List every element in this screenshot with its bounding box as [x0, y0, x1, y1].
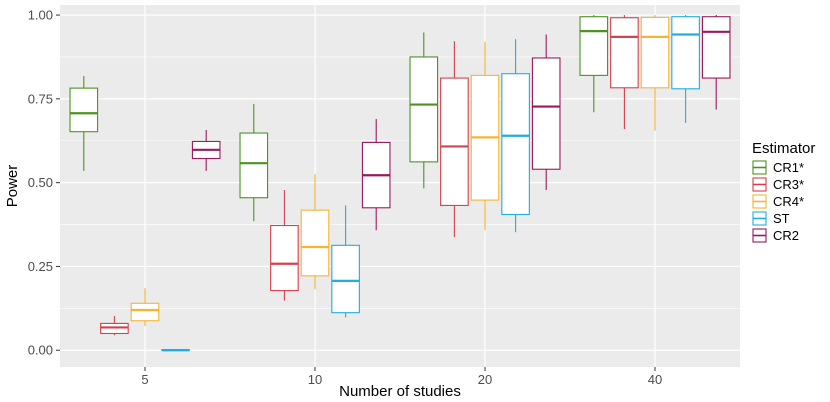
- box-cr1-n5: [69, 76, 99, 171]
- box-cr4-n40: [640, 15, 670, 131]
- legend-label: CR1*: [773, 160, 804, 175]
- legend-label: CR3*: [773, 177, 804, 192]
- box-cr4-n5: [130, 288, 160, 327]
- box-iqr: [579, 16, 609, 76]
- box-iqr: [640, 16, 670, 89]
- box-cr3-n10: [270, 190, 299, 301]
- box-iqr: [501, 73, 530, 216]
- box-st-n5: [161, 349, 190, 352]
- box-iqr: [300, 209, 330, 277]
- box-cr4-n20: [470, 41, 500, 231]
- box-cr1-n40: [579, 15, 609, 113]
- box-iqr: [270, 225, 299, 292]
- box-cr3-n40: [610, 15, 639, 130]
- legend-label: CR2: [773, 228, 799, 243]
- y-tick-label: 0.00: [28, 343, 53, 358]
- box-iqr: [440, 77, 469, 206]
- y-tick-label: 0.50: [28, 175, 53, 190]
- box-st-n10: [331, 205, 360, 318]
- box-iqr: [671, 16, 700, 90]
- legend-item-cr4: CR4*: [752, 194, 804, 209]
- legend-label: CR4*: [773, 194, 804, 209]
- y-axis-ticks: 0.00 0.25 0.50 0.75 1.00: [28, 8, 60, 358]
- box-cr4-n10: [300, 174, 330, 290]
- box-cr1-n10: [239, 103, 269, 222]
- x-tick-label: 40: [648, 372, 662, 387]
- legend-item-st: ST: [752, 211, 790, 226]
- x-tick-label: 10: [308, 372, 322, 387]
- box-st-n40: [671, 15, 700, 123]
- box-cr3-n5: [100, 316, 129, 336]
- legend-item-cr2: CR2: [752, 228, 799, 243]
- legend-label: ST: [773, 211, 790, 226]
- y-tick-label: 0.25: [28, 259, 53, 274]
- y-tick-label: 0.75: [28, 91, 53, 106]
- box-iqr: [531, 57, 561, 170]
- y-axis-title: Power: [4, 165, 21, 208]
- y-tick-label: 1.00: [28, 8, 53, 23]
- box-iqr: [130, 302, 160, 322]
- legend-item-cr1: CR1*: [752, 160, 804, 175]
- box-layer: [69, 15, 731, 352]
- box-iqr: [701, 16, 731, 79]
- box-iqr: [409, 56, 439, 163]
- box-cr2-n10: [361, 118, 391, 231]
- x-axis-ticks: 5 10 20 40: [141, 367, 662, 387]
- box-iqr: [331, 244, 360, 314]
- box-cr3-n20: [440, 41, 469, 237]
- box-cr2-n5: [191, 130, 221, 171]
- box-iqr: [610, 17, 639, 89]
- box-cr2-n40: [701, 15, 731, 110]
- x-tick-label: 20: [478, 372, 492, 387]
- box-iqr: [239, 132, 269, 199]
- box-st-n20: [501, 39, 530, 233]
- legend-item-cr3: CR3*: [752, 177, 804, 192]
- x-tick-label: 5: [141, 372, 148, 387]
- legend: Estimator CR1* CR3* CR4* ST CR2: [752, 140, 815, 243]
- box-cr2-n20: [531, 34, 561, 191]
- box-cr1-n20: [409, 32, 439, 189]
- x-axis-title: Number of studies: [339, 383, 461, 400]
- grid-minor: [60, 56, 740, 309]
- box-iqr: [69, 87, 99, 133]
- legend-title: Estimator: [752, 140, 815, 157]
